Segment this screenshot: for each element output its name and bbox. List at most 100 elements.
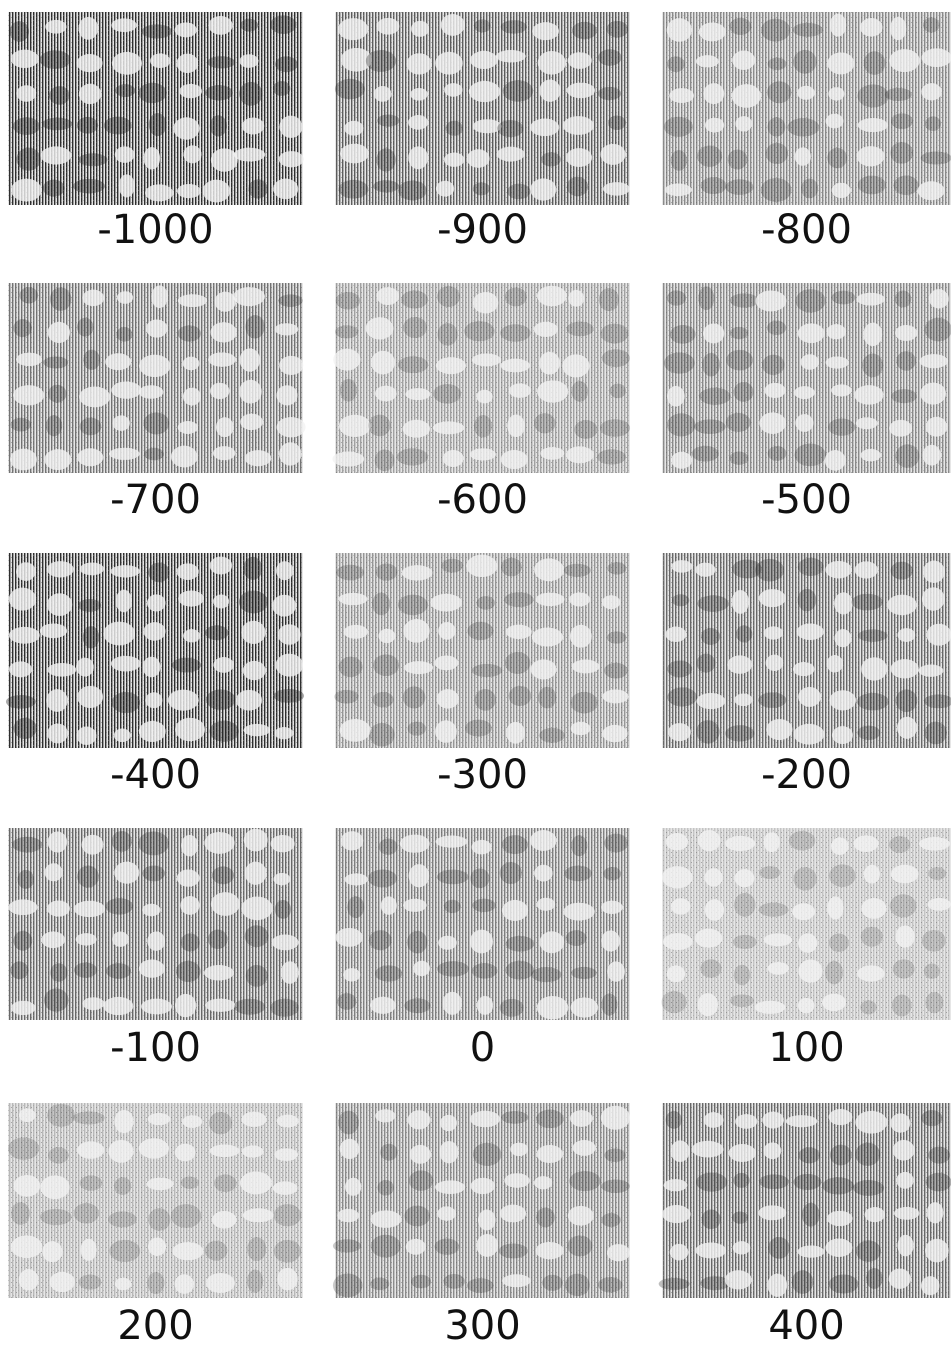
light-blob xyxy=(337,1209,359,1222)
dark-blob xyxy=(373,654,399,676)
light-blob xyxy=(669,88,694,103)
dark-blob xyxy=(734,382,754,402)
light-blob xyxy=(539,80,560,102)
light-blob xyxy=(889,1268,911,1288)
light-blob xyxy=(172,1242,203,1260)
light-blob xyxy=(41,931,65,948)
dark-blob xyxy=(889,836,910,853)
light-blob xyxy=(662,866,693,888)
light-blob xyxy=(897,717,917,739)
light-blob xyxy=(112,932,129,947)
dark-blob xyxy=(109,1240,140,1262)
light-blob xyxy=(341,831,364,850)
dark-blob xyxy=(504,592,534,607)
light-blob xyxy=(795,414,813,432)
dark-blob xyxy=(49,86,69,105)
dark-blob xyxy=(926,1173,951,1192)
dark-blob xyxy=(667,56,685,72)
dark-blob xyxy=(12,837,42,853)
dark-blob xyxy=(336,292,360,309)
light-blob xyxy=(48,322,70,343)
dark-blob xyxy=(755,559,784,582)
light-blob xyxy=(510,1143,528,1156)
light-blob xyxy=(922,587,945,611)
light-blob xyxy=(470,1111,500,1128)
light-blob xyxy=(413,961,430,976)
light-blob xyxy=(79,387,110,408)
light-blob xyxy=(855,561,878,578)
light-blob xyxy=(178,294,207,307)
light-blob xyxy=(534,1176,552,1189)
light-blob xyxy=(81,1239,97,1261)
light-blob xyxy=(856,293,885,306)
light-blob xyxy=(506,625,532,639)
light-blob xyxy=(562,354,589,377)
dark-blob xyxy=(409,1170,434,1190)
light-blob xyxy=(19,1269,39,1291)
light-blob xyxy=(40,624,67,639)
light-blob xyxy=(537,898,556,911)
light-blob xyxy=(832,726,853,744)
light-blob xyxy=(569,592,590,606)
light-blob xyxy=(80,562,104,575)
light-blob xyxy=(857,146,885,166)
light-blob xyxy=(242,1145,264,1157)
dark-blob xyxy=(761,178,792,202)
light-blob xyxy=(509,383,531,397)
light-blob xyxy=(443,992,462,1015)
dark-blob xyxy=(209,721,238,742)
dark-blob xyxy=(369,723,394,747)
light-blob xyxy=(239,54,258,68)
light-blob xyxy=(10,449,37,471)
light-blob xyxy=(144,147,161,170)
dark-blob xyxy=(377,114,399,126)
light-blob xyxy=(139,1138,169,1158)
light-blob xyxy=(501,450,528,469)
dark-blob xyxy=(338,1111,359,1135)
dark-blob xyxy=(142,866,165,882)
dark-blob xyxy=(698,286,714,310)
dark-blob xyxy=(598,1277,623,1292)
dark-blob xyxy=(829,864,856,887)
light-blob xyxy=(114,862,139,884)
light-blob xyxy=(918,181,945,200)
light-blob xyxy=(507,414,525,437)
light-blob xyxy=(335,928,362,947)
dark-blob xyxy=(862,354,883,378)
dark-blob xyxy=(209,1112,232,1135)
dark-blob xyxy=(893,176,918,196)
light-blob xyxy=(272,934,299,950)
light-blob xyxy=(108,1140,133,1163)
dark-blob xyxy=(472,664,503,677)
dark-blob xyxy=(397,448,429,465)
light-blob xyxy=(111,656,141,672)
dark-blob xyxy=(474,19,491,32)
dark-blob xyxy=(798,558,824,576)
light-blob xyxy=(857,965,885,981)
light-blob xyxy=(48,831,68,852)
dark-blob xyxy=(501,1111,528,1124)
dark-blob xyxy=(470,869,489,889)
dark-blob xyxy=(768,1237,790,1259)
light-blob xyxy=(798,998,814,1013)
light-blob xyxy=(143,657,161,678)
dark-blob xyxy=(142,24,172,38)
dark-blob xyxy=(441,559,463,573)
light-blob xyxy=(727,655,752,673)
dark-blob xyxy=(604,663,628,679)
dark-blob xyxy=(372,692,393,708)
light-blob xyxy=(764,626,783,639)
dark-blob xyxy=(408,722,426,736)
light-blob xyxy=(435,1180,465,1194)
light-blob xyxy=(530,830,557,851)
dark-blob xyxy=(736,625,752,642)
light-blob xyxy=(47,561,74,577)
light-blob xyxy=(212,1211,236,1229)
dark-blob xyxy=(78,153,107,166)
dark-blob xyxy=(10,21,29,42)
light-blob xyxy=(832,183,851,198)
light-blob xyxy=(381,896,397,914)
light-blob xyxy=(795,147,811,166)
light-blob xyxy=(112,415,129,430)
panel-label: -1000 xyxy=(97,207,213,253)
